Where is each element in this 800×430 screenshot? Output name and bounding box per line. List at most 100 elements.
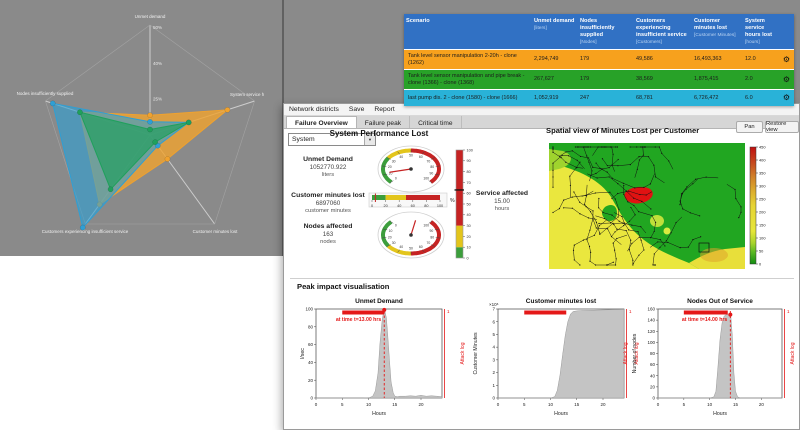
scenario-value: 16,493,363 bbox=[694, 56, 722, 63]
svg-text:Number of nodes: Number of nodes bbox=[632, 333, 638, 373]
svg-text:90: 90 bbox=[430, 171, 434, 175]
svg-text:30: 30 bbox=[392, 241, 396, 245]
svg-text:60: 60 bbox=[411, 204, 415, 208]
system-dropdown[interactable]: System ▼ bbox=[288, 133, 376, 146]
pan-button[interactable]: Pan bbox=[736, 121, 763, 133]
svg-text:10: 10 bbox=[389, 171, 393, 175]
svg-text:60: 60 bbox=[419, 155, 423, 159]
svg-text:1: 1 bbox=[447, 309, 450, 314]
service-affected-gauge: 0 10 20 30 40 50 60 70 80 90 100 bbox=[454, 148, 473, 260]
svg-text:50: 50 bbox=[409, 154, 413, 158]
svg-text:80: 80 bbox=[430, 165, 434, 169]
scenario-value: 2.0 bbox=[745, 76, 753, 83]
menu-item-0[interactable]: Network districts bbox=[289, 106, 339, 113]
column-header: Nodes insufficiently supplied [Nodes] bbox=[580, 18, 615, 45]
svg-text:120: 120 bbox=[647, 329, 655, 334]
svg-text:20: 20 bbox=[467, 235, 471, 239]
gear-icon[interactable]: ⚙ bbox=[782, 93, 791, 103]
svg-text:50: 50 bbox=[759, 248, 764, 253]
svg-text:7: 7 bbox=[492, 307, 495, 312]
system-dropdown-value: System bbox=[292, 136, 315, 143]
svg-text:60: 60 bbox=[419, 245, 423, 249]
svg-text:100: 100 bbox=[467, 148, 473, 152]
svg-text:100: 100 bbox=[647, 340, 655, 345]
column-header: Scenario bbox=[406, 18, 430, 24]
svg-text:100: 100 bbox=[759, 235, 766, 240]
gear-icon[interactable]: ⚙ bbox=[782, 74, 791, 84]
svg-text:20: 20 bbox=[388, 235, 392, 239]
table-row-0[interactable]: Tank level sensor manipulation 2-20h - c… bbox=[404, 48, 794, 70]
svg-text:160: 160 bbox=[647, 307, 655, 312]
svg-text:60: 60 bbox=[467, 192, 471, 196]
tab-1[interactable]: Failure peak bbox=[357, 116, 411, 128]
svg-text:1: 1 bbox=[629, 309, 632, 314]
svg-text:Hours: Hours bbox=[554, 411, 568, 417]
nodes-out-of-service-chart: Nodes Out of Service02040608010012014016… bbox=[623, 298, 796, 417]
svg-text:20: 20 bbox=[600, 402, 606, 407]
scenario-value: 1,052,919 bbox=[534, 94, 559, 101]
svg-text:40: 40 bbox=[467, 213, 471, 217]
svg-text:60: 60 bbox=[308, 342, 314, 347]
svg-text:40: 40 bbox=[399, 155, 403, 159]
svg-text:0: 0 bbox=[759, 261, 762, 266]
column-header: Customers experiencing insufficient serv… bbox=[636, 18, 687, 45]
menu-item-1[interactable]: Save bbox=[348, 106, 365, 113]
svg-text:80: 80 bbox=[650, 351, 656, 356]
svg-text:30: 30 bbox=[392, 159, 396, 163]
svg-text:5: 5 bbox=[341, 402, 344, 407]
tab-2[interactable]: Critical time bbox=[410, 116, 462, 128]
svg-text:Attack log: Attack log bbox=[634, 342, 640, 364]
scenario-value: 68,781 bbox=[636, 94, 653, 101]
svg-text:6: 6 bbox=[492, 319, 495, 324]
svg-text:40%: 40% bbox=[153, 61, 162, 66]
svg-text:Attack log: Attack log bbox=[623, 342, 629, 364]
svg-text:80: 80 bbox=[467, 170, 471, 174]
scenario-name: last pump dis. 2 - clone (1580) - clone … bbox=[408, 94, 518, 101]
svg-text:Unmet demand: Unmet demand bbox=[135, 14, 166, 19]
svg-text:140: 140 bbox=[647, 318, 655, 323]
svg-text:Customers experiencing insuffi: Customers experiencing insufficient serv… bbox=[42, 229, 129, 234]
peak-impact-title: Peak impact visualisation bbox=[297, 282, 390, 291]
spatial-map[interactable] bbox=[549, 143, 745, 269]
table-row-1[interactable]: Tank level sensor manipulation and pipe … bbox=[404, 69, 794, 90]
tab-0[interactable]: Failure Overview bbox=[286, 116, 357, 128]
map-colorbar: 0 50 100 150 200 250 300 350 400 450 bbox=[749, 144, 766, 266]
svg-text:80: 80 bbox=[430, 235, 434, 239]
svg-text:450: 450 bbox=[759, 144, 766, 149]
svg-text:40: 40 bbox=[397, 204, 401, 208]
unmet-demand-label: Unmet Demand 1052770.922 liters bbox=[303, 156, 353, 178]
svg-text:70: 70 bbox=[427, 241, 431, 245]
scenario-value: 12.0 bbox=[745, 56, 756, 63]
svg-text:40: 40 bbox=[308, 360, 314, 365]
gear-icon[interactable]: ⚙ bbox=[782, 54, 791, 64]
restore-view-button[interactable]: Restore view bbox=[765, 121, 799, 133]
scenario-value: 6.0 bbox=[745, 94, 753, 101]
svg-text:400: 400 bbox=[759, 157, 766, 162]
svg-text:0: 0 bbox=[497, 402, 500, 407]
customer-minutes-label: Customer minutes lost 6897060 customer m… bbox=[291, 192, 365, 214]
table-header: Scenario Unmet demand [liters] Nodes insuff… bbox=[404, 14, 794, 49]
svg-text:Attack log: Attack log bbox=[790, 342, 796, 364]
svg-text:20: 20 bbox=[383, 204, 387, 208]
table-row-2[interactable]: last pump dis. 2 - clone (1580) - clone … bbox=[404, 89, 794, 106]
svg-text:0: 0 bbox=[395, 177, 397, 181]
svg-text:15: 15 bbox=[392, 402, 398, 407]
chevron-down-icon: ▼ bbox=[364, 134, 375, 145]
svg-text:80: 80 bbox=[424, 204, 428, 208]
scenario-value: 1,875,415 bbox=[694, 76, 719, 83]
svg-text:Nodes insufficiently supplied: Nodes insufficiently supplied bbox=[17, 91, 74, 96]
svg-text:5: 5 bbox=[523, 402, 526, 407]
svg-text:Hours: Hours bbox=[372, 411, 386, 417]
svg-text:Unmet Demand: Unmet Demand bbox=[355, 298, 403, 305]
svg-text:100: 100 bbox=[423, 224, 429, 228]
menu-item-2[interactable]: Report bbox=[374, 106, 395, 113]
svg-text:Customer Minutes: Customer Minutes bbox=[473, 332, 479, 374]
svg-text:250: 250 bbox=[759, 196, 766, 201]
svg-text:0: 0 bbox=[492, 396, 495, 401]
svg-text:10: 10 bbox=[548, 402, 554, 407]
svg-text:at time t=14.00 hrs: at time t=14.00 hrs bbox=[682, 317, 728, 323]
svg-text:50: 50 bbox=[467, 202, 471, 206]
svg-text:1: 1 bbox=[492, 383, 495, 388]
scenario-value: 179 bbox=[580, 56, 590, 63]
radar-chart: 50% 40% 25% Unmet demand System service h Cus… bbox=[17, 14, 265, 234]
